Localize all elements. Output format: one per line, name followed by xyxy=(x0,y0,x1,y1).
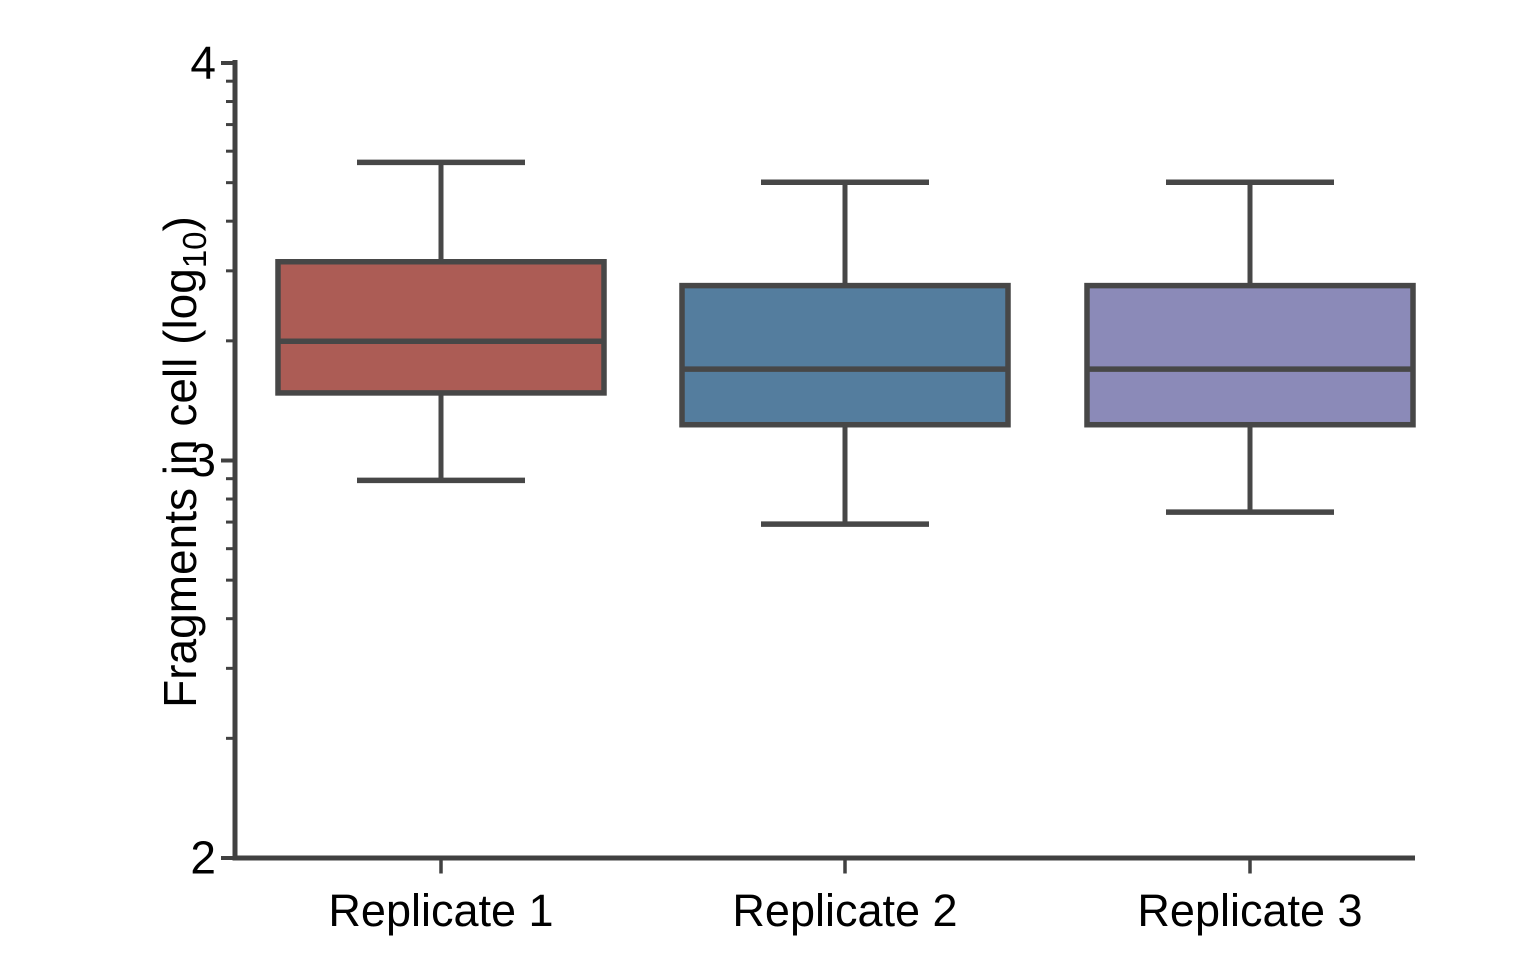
y-axis-label: Fragments in cell (log10) xyxy=(154,216,213,708)
box-replicate-1 xyxy=(275,159,607,484)
box-replicate-2 xyxy=(679,179,1011,527)
y-axis-label-text: Fragments in cell (log10) xyxy=(154,216,213,708)
iqr-box xyxy=(679,282,1011,428)
y-tick-label: 2 xyxy=(190,832,216,884)
iqr-box xyxy=(1084,282,1416,428)
y-tick-label: 4 xyxy=(190,37,216,89)
x-category-label: Replicate 1 xyxy=(328,885,553,936)
x-category-label: Replicate 2 xyxy=(732,885,957,936)
iqr-box xyxy=(275,259,607,396)
box-replicate-3 xyxy=(1084,179,1416,515)
y-tick-label: 3 xyxy=(190,434,216,486)
x-category-label: Replicate 3 xyxy=(1137,885,1362,936)
